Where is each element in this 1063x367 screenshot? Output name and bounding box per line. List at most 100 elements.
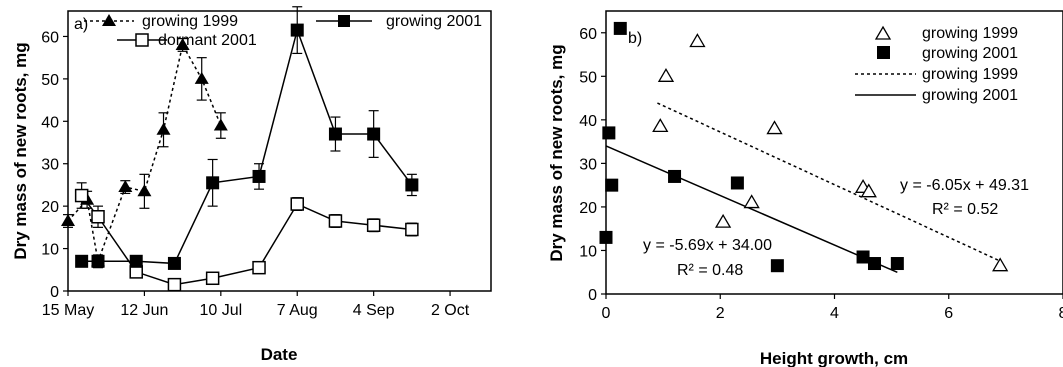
x-tick-label: 7 Aug	[277, 302, 318, 319]
panel-a-plot-frame	[67, 10, 492, 292]
panel-b-series	[599, 21, 1009, 273]
panel-a-y-ticks: 0 10 20 30 40 50 60	[41, 29, 68, 301]
fit-r2-growing-2001: R² = 0.48	[677, 262, 743, 279]
series-growing-1999	[61, 37, 228, 269]
data-point	[599, 230, 613, 244]
data-point	[657, 68, 675, 82]
x-tick-label: 12 Jun	[120, 302, 168, 319]
data-point	[252, 260, 266, 275]
legend-marker-dormant-2001	[135, 33, 149, 47]
x-tick-label: 2 Oct	[431, 302, 470, 319]
data-point	[367, 127, 381, 141]
legend-label-dormant-2001: dormant 2001	[158, 32, 257, 49]
x-tick-label: 10 Jul	[199, 302, 242, 319]
data-point	[290, 197, 304, 211]
x-tick-label: 4 Sep	[353, 302, 395, 319]
data-point	[137, 184, 152, 197]
data-point	[328, 214, 343, 228]
panel-b-x-axis-label: Height growth, cm	[760, 349, 908, 367]
legend-marker-growing-1999-points	[874, 25, 892, 40]
data-point	[75, 254, 89, 268]
series-growing-2001	[599, 21, 904, 273]
y-tick-label: 30	[579, 156, 597, 173]
panel-a-y-axis-label: Dry mass of new roots, mg	[11, 42, 30, 259]
panel-a-x-ticks: 15 May 12 Jun 10 Jul 7 Aug 4 Sep 2 Oct	[42, 291, 470, 319]
panel-b-x-ticks: 0 2 4 6 8	[602, 294, 1063, 322]
data-point	[714, 213, 732, 228]
legend-label-growing-1999-points: growing 1999	[922, 25, 1018, 42]
y-tick-label: 40	[41, 114, 59, 131]
y-tick-label: 50	[41, 72, 59, 89]
data-point	[689, 33, 706, 48]
data-point	[156, 122, 171, 135]
legend-label-growing-1999: growing 1999	[142, 13, 238, 30]
panel-a-series	[61, 6, 419, 292]
legend-label-growing-1999-fit: growing 1999	[922, 66, 1018, 83]
data-point	[743, 194, 760, 209]
data-point	[167, 256, 181, 270]
series-line-growing-2001	[81, 27, 413, 265]
series-line-growing-1999	[67, 42, 222, 265]
series-growing-1999	[652, 33, 1009, 272]
panel-b-label: b)	[628, 30, 642, 47]
legend-marker-growing-2001-points	[877, 46, 890, 59]
panel-b: b) 0 10 20 30 40 50 60 0 2 4 6 8 Dry mass of new r…	[547, 10, 1063, 367]
data-point	[206, 176, 220, 190]
y-tick-label: 10	[579, 243, 597, 260]
y-tick-label: 50	[579, 69, 597, 86]
panel-a-legend: growing 1999 dormant 2001 growing 2001	[84, 13, 482, 49]
x-tick-label: 0	[602, 305, 611, 322]
data-point	[602, 126, 616, 140]
fit-equation-growing-2001: y = -5.69x + 34.00	[643, 237, 772, 254]
series-growing-2001	[75, 6, 419, 270]
data-point	[766, 120, 783, 135]
series-dormant-2001	[74, 182, 419, 292]
x-tick-label: 15 May	[42, 302, 94, 319]
data-point	[328, 127, 342, 141]
data-point	[290, 23, 304, 37]
legend-label-growing-2001: growing 2001	[386, 13, 482, 30]
data-point	[605, 178, 619, 192]
x-tick-label: 4	[830, 305, 839, 322]
data-point	[167, 277, 182, 292]
data-point	[405, 222, 419, 237]
data-point	[252, 169, 266, 183]
data-point	[91, 254, 105, 268]
panel-a-label: a)	[74, 16, 88, 33]
data-point	[213, 118, 228, 131]
data-point	[175, 37, 190, 50]
data-point	[867, 257, 881, 271]
data-point	[860, 183, 877, 198]
data-point	[405, 178, 419, 192]
y-tick-label: 20	[579, 200, 597, 217]
panel-b-y-axis-label: Dry mass of new roots, mg	[547, 44, 566, 261]
y-tick-label: 30	[41, 157, 59, 174]
data-point	[770, 259, 784, 273]
x-tick-label: 2	[716, 305, 725, 322]
data-point	[74, 188, 89, 203]
panel-b-fit-lines	[605, 102, 1001, 274]
x-tick-label: 8	[1059, 305, 1063, 322]
data-point	[992, 257, 1009, 272]
y-tick-label: 60	[579, 26, 597, 43]
y-tick-label: 0	[588, 287, 597, 304]
data-point	[118, 180, 133, 193]
y-tick-label: 20	[41, 199, 59, 216]
series-line-dormant-2001	[81, 195, 412, 286]
fit-r2-growing-1999: R² = 0.52	[932, 201, 998, 218]
legend-label-growing-2001-fit: growing 2001	[922, 87, 1018, 104]
fit-line-growing-1999	[657, 102, 1001, 262]
data-point	[613, 21, 627, 35]
data-point	[194, 71, 209, 84]
data-point	[856, 250, 870, 264]
legend-marker-growing-1999	[102, 14, 116, 26]
y-tick-label: 0	[50, 284, 59, 301]
fit-equation-growing-1999: y = -6.05x + 49.31	[900, 177, 1029, 194]
panel-a: a) 0 10 20 30 40 50 60 15 May 12 Jun 10 Jul 7 Aug…	[11, 6, 492, 364]
panel-b-y-ticks: 0 10 20 30 40 50 60	[579, 26, 606, 304]
data-point	[668, 169, 682, 183]
data-point	[129, 254, 143, 268]
data-point	[205, 271, 220, 286]
y-tick-label: 40	[579, 113, 597, 130]
data-point	[652, 118, 669, 133]
